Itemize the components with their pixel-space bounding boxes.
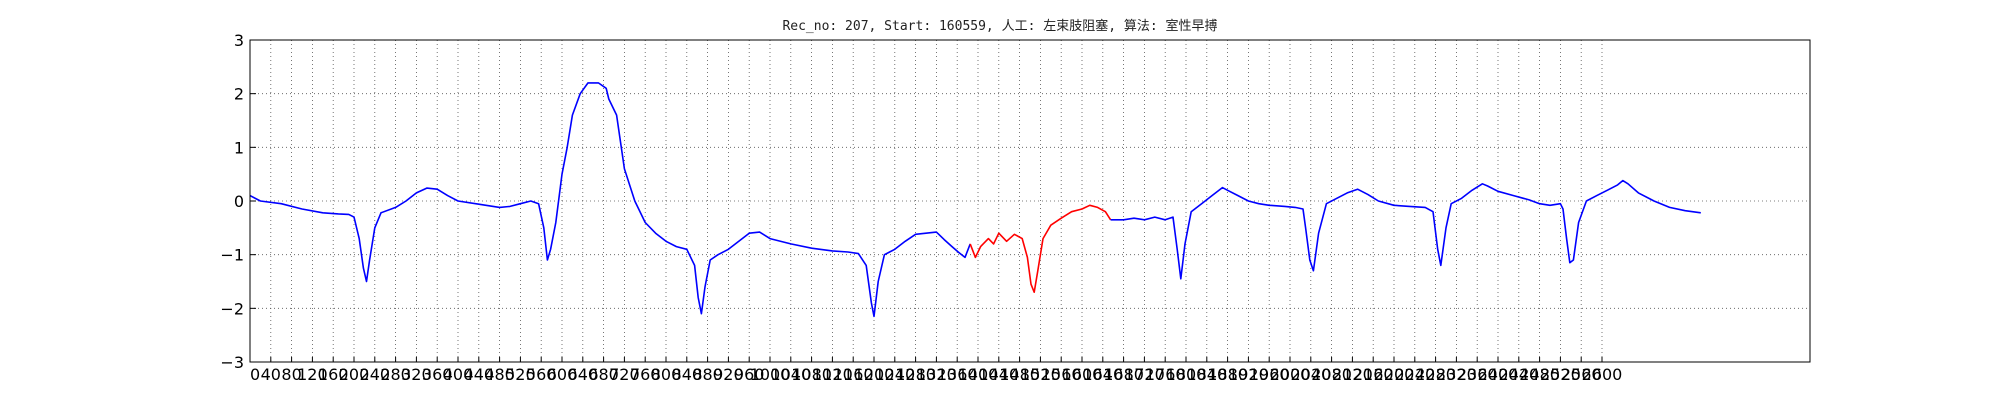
x-tick-label: 40	[261, 365, 281, 384]
x-tick-label: 1880	[1207, 365, 1248, 384]
x-tick-label: 120	[297, 365, 328, 384]
x-tick-label: 960	[734, 365, 765, 384]
x-tick-label: 1080	[791, 365, 832, 384]
x-tick-label: 2560	[1561, 365, 1602, 384]
x-tick-label: 480	[484, 365, 515, 384]
x-tick-label: 1720	[1124, 365, 1165, 384]
x-tick-label: 2040	[1290, 365, 1331, 384]
series-layer	[249, 82, 1701, 318]
x-tick-label: 1920	[1228, 365, 1269, 384]
x-tick-label: 520	[505, 365, 536, 384]
x-tick-label: 2600	[1582, 365, 1623, 384]
y-tick-label: 0	[234, 192, 244, 211]
x-tick-label: 2440	[1498, 365, 1539, 384]
y-tick-label: 1	[234, 138, 244, 157]
series-line-0	[249, 82, 971, 318]
x-tick-label: 920	[713, 365, 744, 384]
x-tick-label: 840	[672, 365, 703, 384]
x-tick-label: 1360	[937, 365, 978, 384]
x-tick-label: 880	[692, 365, 723, 384]
x-tick-label: 1800	[1166, 365, 1207, 384]
x-tick-label: 1200	[854, 365, 895, 384]
x-tick-label: 1440	[978, 365, 1019, 384]
x-tick-label: 1040	[770, 365, 811, 384]
x-tick-label: 1120	[812, 365, 853, 384]
x-axis: 0 40 8012016020024028032036040044048052056…	[249, 357, 1623, 384]
x-tick-label: 1400	[958, 365, 999, 384]
x-tick-label: 1960	[1249, 365, 1290, 384]
x-tick-label: 800	[651, 365, 682, 384]
x-tick-label: 2160	[1353, 365, 1394, 384]
x-tick-label: 2400	[1478, 365, 1519, 384]
x-tick-label: 1000	[750, 365, 791, 384]
y-tick-label: 3	[234, 31, 244, 50]
x-tick-label: 2280	[1415, 365, 1456, 384]
x-tick-label: 320	[401, 365, 432, 384]
x-tick-label: 2080	[1311, 365, 1352, 384]
x-tick-label: 1600	[1062, 365, 1103, 384]
x-tick-label: 1560	[1041, 365, 1082, 384]
x-tick-label: 2320	[1436, 365, 1477, 384]
x-tick-label: 1240	[874, 365, 915, 384]
x-tick-label: 1640	[1082, 365, 1123, 384]
x-tick-label: 640	[568, 365, 599, 384]
series-line-1	[969, 204, 1112, 294]
y-tick-label: −1	[220, 246, 244, 265]
grid	[250, 40, 1810, 362]
x-tick-label: 760	[630, 365, 661, 384]
x-tick-label: 2520	[1540, 365, 1581, 384]
x-tick-label: 1320	[916, 365, 957, 384]
x-tick-label: 280	[380, 365, 411, 384]
y-tick-label: −3	[220, 353, 244, 372]
x-tick-label: 1280	[895, 365, 936, 384]
x-tick-label: 200	[339, 365, 370, 384]
x-tick-label: 1760	[1145, 365, 1186, 384]
x-tick-label: 2200	[1374, 365, 1415, 384]
x-tick-label: 160	[318, 365, 349, 384]
x-tick-label: 0	[250, 365, 260, 384]
x-tick-label: 440	[464, 365, 495, 384]
x-tick-label: 1840	[1186, 365, 1227, 384]
x-tick-label: 1520	[1020, 365, 1061, 384]
x-tick-label: 2120	[1332, 365, 1373, 384]
x-tick-label: 2000	[1270, 365, 1311, 384]
x-tick-label: 1680	[1103, 365, 1144, 384]
x-tick-label: 80	[281, 365, 301, 384]
x-tick-label: 1160	[833, 365, 874, 384]
y-axis: −3 −2 −1 0 1 2 3	[220, 31, 256, 372]
y-tick-label: −2	[220, 299, 244, 318]
x-tick-label: 2240	[1394, 365, 1435, 384]
y-tick-label: 2	[234, 85, 244, 104]
x-tick-label: 2360	[1457, 365, 1498, 384]
chart-title: Rec_no: 207, Start: 160559, 人工: 左束肢阻塞, 算…	[782, 18, 1217, 34]
x-tick-label: 2480	[1519, 365, 1560, 384]
x-tick-label: 600	[547, 365, 578, 384]
x-tick-label: 400	[443, 365, 474, 384]
x-tick-label: 680	[588, 365, 619, 384]
x-tick-label: 240	[360, 365, 391, 384]
x-tick-label: 560	[526, 365, 557, 384]
x-tick-label: 1480	[999, 365, 1040, 384]
series-line-2	[1110, 179, 1701, 280]
x-tick-label: 720	[609, 365, 640, 384]
x-tick-label: 360	[422, 365, 453, 384]
